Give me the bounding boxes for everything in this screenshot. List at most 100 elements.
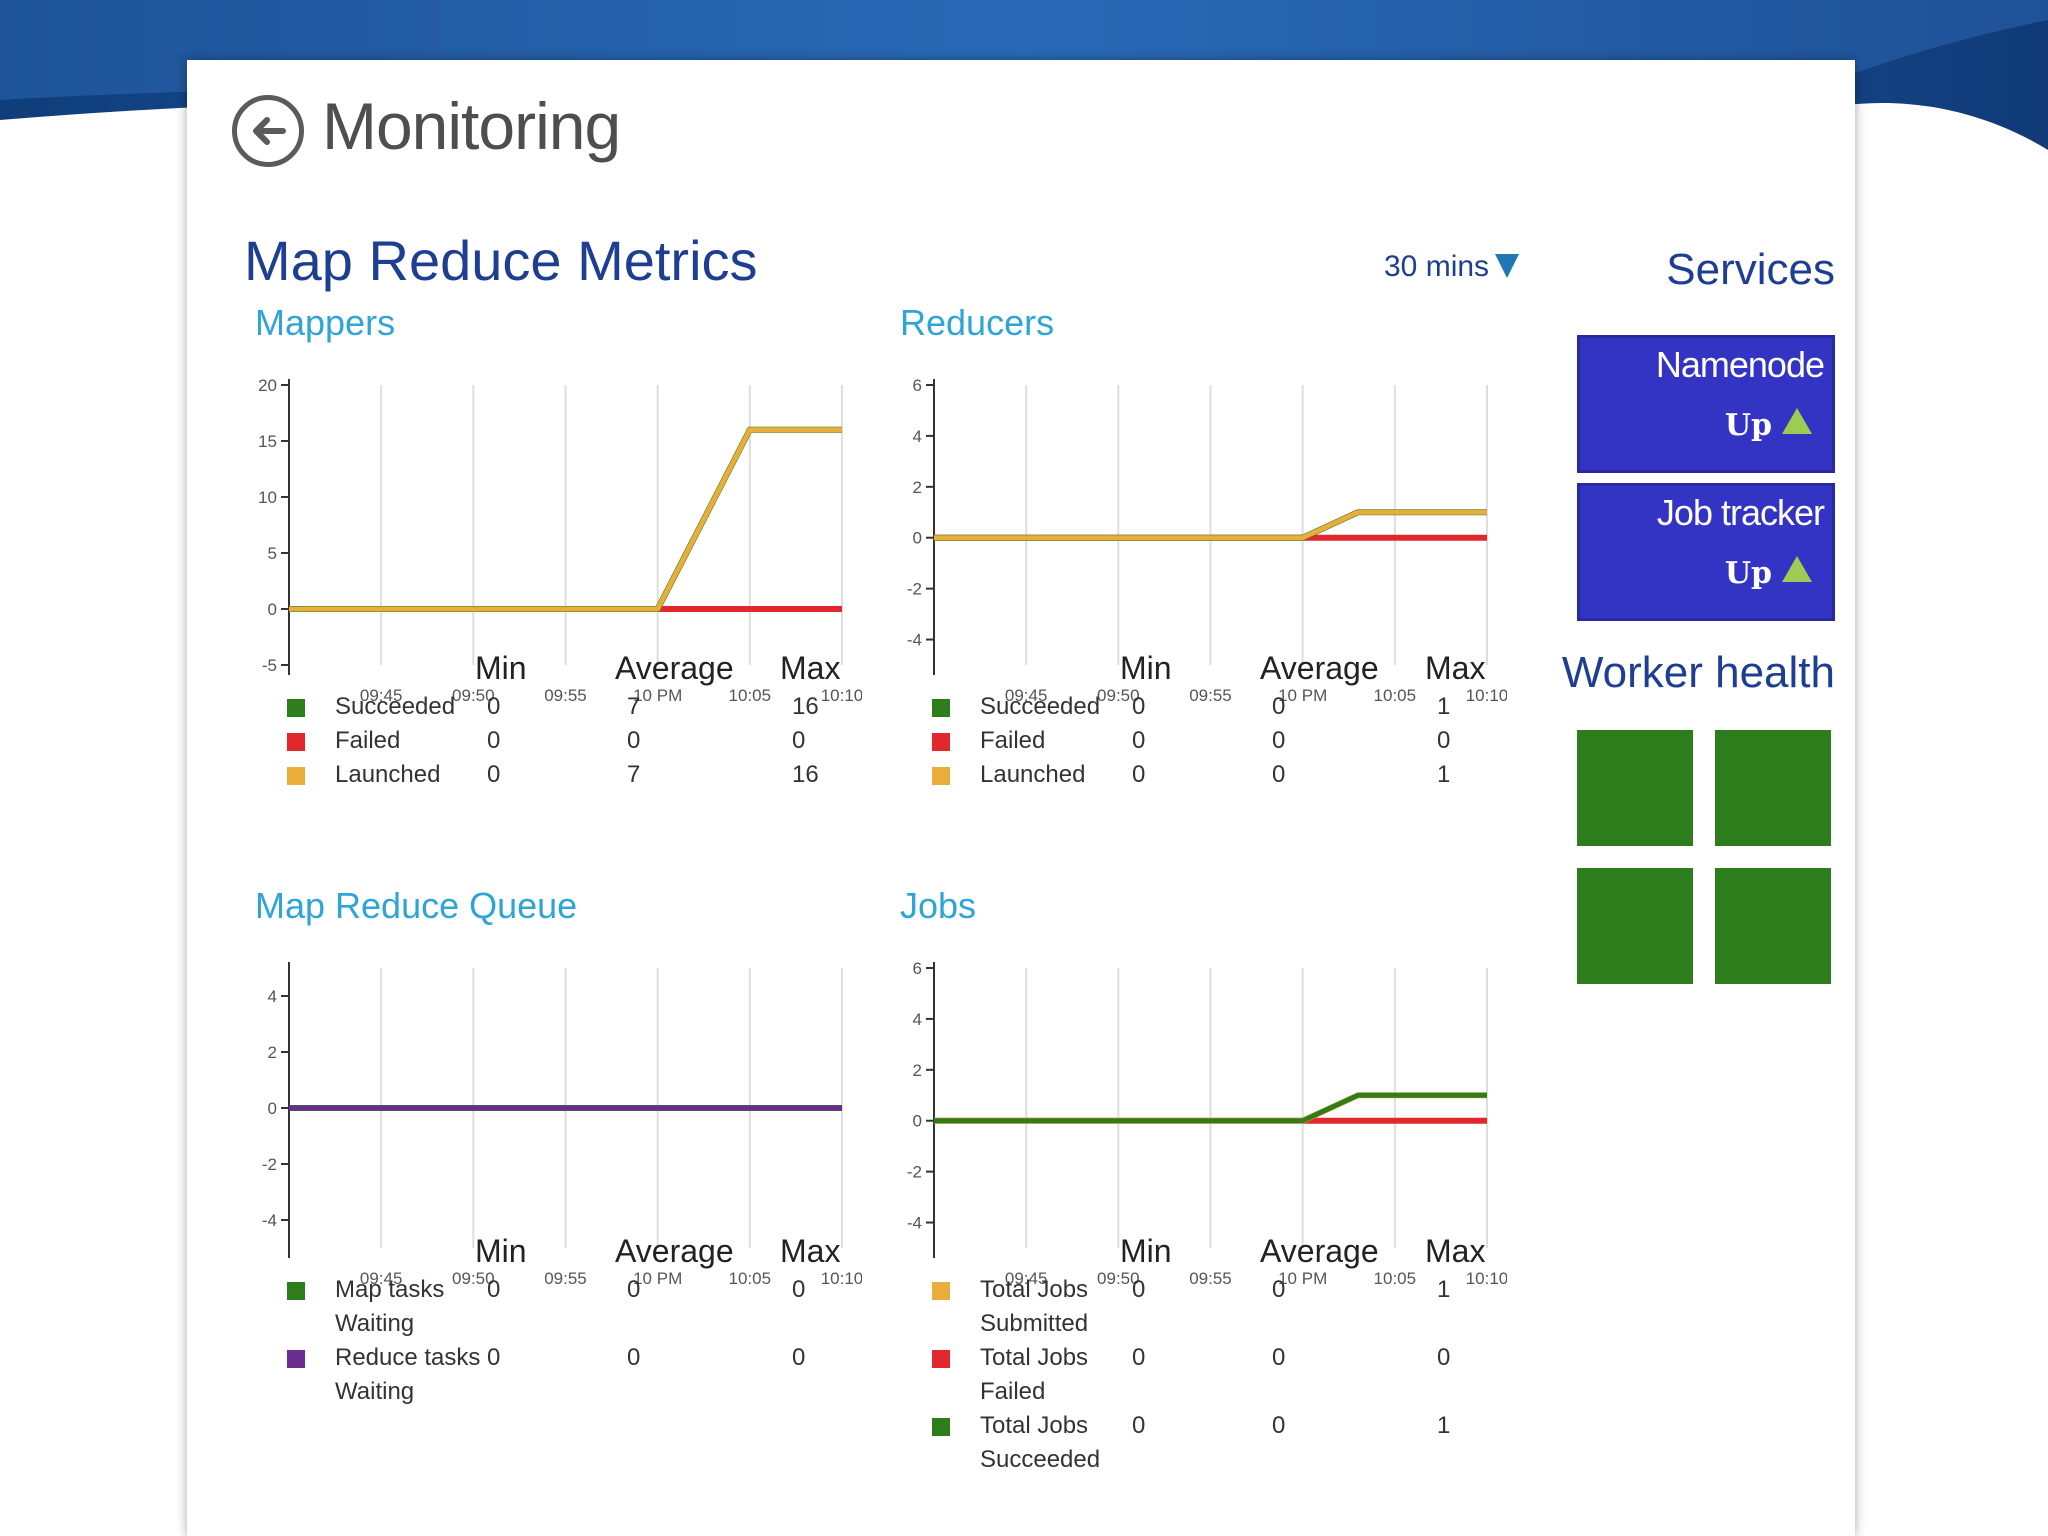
mappers-chart: 09:45 09:50 09:55 10 PM 10:05 10:10 20 15 10 5 0 -5: [258, 376, 862, 705]
stats-value: 7: [627, 693, 641, 720]
stats-value: 1: [1437, 1412, 1451, 1439]
x-tick-label: 09:50: [452, 686, 495, 705]
y-tick-label: 4: [913, 427, 922, 446]
stats-column-header: Min: [1120, 650, 1172, 686]
stats-value: 0: [792, 1276, 806, 1303]
legend-swatch: [287, 733, 305, 751]
y-tick-label: -4: [262, 1211, 277, 1230]
service-namenode[interactable]: Namenode Up: [1577, 335, 1835, 473]
stats-value: 0: [1132, 727, 1146, 754]
x-tick-label: 09:55: [544, 686, 587, 705]
x-tick-label: 10:05: [729, 686, 772, 705]
stats-column-header: Average: [615, 1233, 734, 1269]
legend-swatch: [932, 699, 950, 717]
stats-column-header: Min: [475, 650, 527, 686]
stats-column-header: Min: [1120, 1233, 1172, 1269]
y-tick-label: 0: [268, 1099, 277, 1118]
x-tick-label: 09:45: [360, 686, 403, 705]
stats-value: 0: [1272, 1276, 1286, 1303]
metrics-title: Map Reduce Metrics: [244, 229, 758, 292]
worker-node-4[interactable]: [1715, 868, 1831, 984]
service-status: Up: [1724, 408, 1772, 443]
stats-row-label: Succeeded: [980, 693, 1101, 720]
y-tick-label: 15: [258, 432, 277, 451]
legend-swatch: [932, 733, 950, 751]
y-tick-label: -4: [907, 1214, 922, 1233]
x-tick-label: 09:55: [1189, 686, 1232, 705]
queue-chart: 09:45 09:50 09:55 10 PM 10:05 10:10 4 2 0 -2 -4: [262, 962, 862, 1288]
back-button[interactable]: [232, 95, 304, 167]
service-job-tracker[interactable]: Job tracker Up: [1577, 483, 1835, 621]
arrow-left-circle-icon: [253, 117, 286, 145]
y-tick-label: 6: [913, 959, 922, 978]
stats-value: 16: [792, 761, 819, 788]
legend-swatch: [287, 767, 305, 785]
y-tick-label: 0: [913, 529, 922, 548]
time-range-select[interactable]: 30 mins: [1384, 250, 1520, 284]
stats-value: 0: [487, 1344, 501, 1371]
page-title: Monitoring: [322, 89, 621, 163]
stats-value: 0: [1272, 761, 1286, 788]
stats-value: 1: [1437, 693, 1451, 720]
stats-column-header: Max: [780, 650, 841, 686]
stats-row-label: Total Jobs Submitted: [980, 1276, 1089, 1337]
y-tick-label: 2: [913, 1061, 922, 1080]
service-name: Namenode: [1655, 344, 1825, 385]
x-tick-label: 10:05: [1374, 1269, 1417, 1288]
series-line: [934, 1092, 1487, 1124]
x-tick-label: 09:45: [1005, 686, 1048, 705]
worker-node-2[interactable]: [1715, 730, 1831, 846]
y-tick-label: 5: [268, 544, 277, 563]
x-tick-label: 09:55: [1189, 1269, 1232, 1288]
worker-node-3[interactable]: [1577, 868, 1693, 984]
stats-value: 0: [1132, 1276, 1146, 1303]
legend-swatch: [287, 1350, 305, 1368]
x-tick-label: 10 PM: [633, 1269, 682, 1288]
stats-value: 0: [627, 1344, 641, 1371]
stats-value: 0: [1272, 727, 1286, 754]
stats-value: 0: [627, 1276, 641, 1303]
service-name: Job tracker: [1656, 492, 1825, 533]
stats-value: 0: [487, 761, 501, 788]
stats-row-label: Launched: [980, 761, 1086, 788]
stats-value: 1: [1437, 761, 1451, 788]
stats-value: 0: [487, 693, 501, 720]
y-tick-label: 10: [258, 488, 277, 507]
stats-value: 0: [1132, 693, 1146, 720]
stats-column-header: Max: [780, 1233, 841, 1269]
x-tick-label: 10:10: [1466, 686, 1507, 705]
status-up-icon: [1782, 408, 1812, 434]
legend-swatch: [932, 1282, 950, 1300]
stats-value: 0: [1272, 1344, 1286, 1371]
panel-title-jobs: Jobs: [900, 885, 977, 926]
stats-value: 0: [1272, 693, 1286, 720]
x-tick-label: 10:10: [821, 686, 862, 705]
stats-column-header: Average: [615, 650, 734, 686]
stats-column-header: Average: [1260, 1233, 1379, 1269]
panel-title-mappers: Mappers: [255, 302, 396, 343]
worker-health-title: Worker health: [1561, 648, 1835, 697]
x-tick-label: 09:45: [360, 1269, 403, 1288]
x-tick-label: 10 PM: [1278, 686, 1327, 705]
stats-row-label: Failed: [335, 727, 401, 754]
x-tick-label: 09:45: [1005, 1269, 1048, 1288]
stats-row-label: Total Jobs Succeeded: [980, 1412, 1101, 1473]
y-tick-label: 2: [268, 1043, 277, 1062]
y-tick-label: 0: [913, 1112, 922, 1131]
legend-swatch: [287, 1282, 305, 1300]
worker-node-1[interactable]: [1577, 730, 1693, 846]
stats-value: 0: [1132, 1412, 1146, 1439]
y-tick-label: -2: [907, 580, 922, 599]
y-tick-label: 2: [913, 478, 922, 497]
y-tick-label: -2: [262, 1155, 277, 1174]
y-tick-label: -5: [262, 656, 277, 675]
y-tick-label: 0: [268, 600, 277, 619]
y-tick-label: -4: [907, 631, 922, 650]
stats-column-header: Min: [475, 1233, 527, 1269]
stats-value: 7: [627, 761, 641, 788]
stats-row-label: Failed: [980, 727, 1046, 754]
stats-value: 16: [792, 693, 819, 720]
stats-value: 1: [1437, 1276, 1451, 1303]
x-tick-label: 10:10: [1466, 1269, 1507, 1288]
stats-value: 0: [627, 727, 641, 754]
